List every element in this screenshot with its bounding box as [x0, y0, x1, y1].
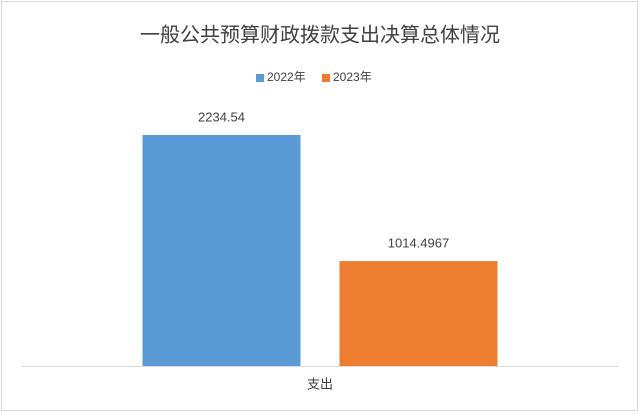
legend-label: 2023年 [333, 70, 372, 84]
chart-title: 一般公共预算财政拨款支出决算总体情况 [140, 23, 500, 46]
x-tick-label: 支出 [307, 376, 333, 391]
data-label: 2234.54 [198, 109, 245, 124]
bar [142, 135, 301, 366]
legend-swatch [256, 74, 264, 82]
legend-swatch [322, 74, 330, 82]
data-label: 1014.4967 [388, 236, 449, 251]
legend-label: 2022年 [267, 70, 306, 84]
bar [339, 261, 498, 366]
